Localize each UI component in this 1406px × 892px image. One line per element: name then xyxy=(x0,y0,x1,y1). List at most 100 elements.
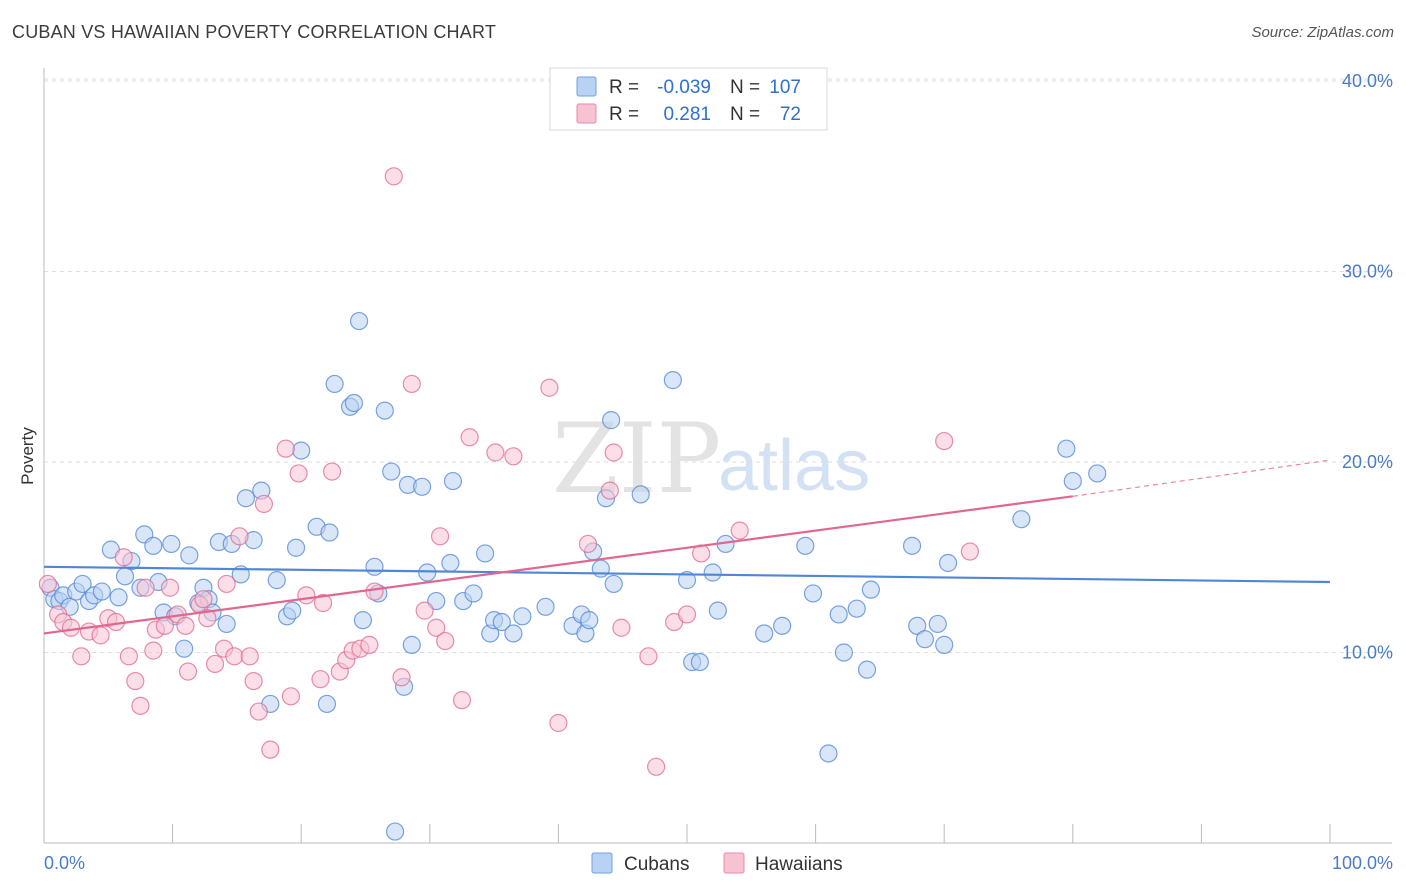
data-point-hawaiians xyxy=(322,462,342,481)
series-cubans xyxy=(41,311,1107,841)
data-point-cubans xyxy=(475,544,495,563)
data-point-cubans xyxy=(677,571,697,590)
data-point-hawaiians xyxy=(240,647,259,666)
data-point-cubans xyxy=(236,489,256,508)
data-point-hawaiians xyxy=(281,687,301,706)
data-point-cubans xyxy=(1057,439,1076,458)
legend-n-label-hawaiians: N = xyxy=(730,104,760,125)
data-point-cubans xyxy=(819,744,838,763)
series-points xyxy=(38,167,1107,841)
legend-r-value-cubans: -0.039 xyxy=(657,77,711,98)
data-point-hawaiians xyxy=(311,670,330,689)
bottom-legend-swatch-hawaiians xyxy=(723,852,745,874)
data-point-hawaiians xyxy=(178,662,198,681)
data-point-hawaiians xyxy=(225,647,244,666)
data-point-cubans xyxy=(353,611,373,630)
data-point-cubans xyxy=(513,607,532,626)
data-point-hawaiians xyxy=(38,574,57,594)
data-point-hawaiians xyxy=(131,696,150,715)
legend-bottom: Cubans Hawaiians xyxy=(591,852,843,875)
data-point-cubans xyxy=(938,553,958,573)
data-point-cubans xyxy=(162,534,181,554)
series-hawaiians xyxy=(38,167,980,776)
data-point-cubans xyxy=(412,477,432,496)
data-point-cubans xyxy=(663,371,682,390)
data-point-cubans xyxy=(317,694,337,714)
data-point-cubans xyxy=(1063,471,1082,491)
y-tick-label: 10.0% xyxy=(1342,643,1393,663)
data-point-cubans xyxy=(834,643,853,662)
chart-title: CUBAN VS HAWAIIAN POVERTY CORRELATION CH… xyxy=(12,22,497,42)
data-point-cubans xyxy=(402,635,421,654)
data-point-cubans xyxy=(375,401,394,420)
data-point-cubans xyxy=(92,582,111,601)
data-point-hawaiians xyxy=(460,428,479,447)
data-point-cubans xyxy=(267,571,286,590)
data-point-hawaiians xyxy=(254,494,274,514)
axes xyxy=(43,68,1392,844)
data-point-cubans xyxy=(1088,464,1107,483)
data-point-hawaiians xyxy=(289,464,308,483)
data-point-cubans xyxy=(283,601,302,620)
data-point-cubans xyxy=(857,660,877,679)
data-point-hawaiians xyxy=(136,578,155,597)
data-point-hawaiians xyxy=(297,586,316,605)
trendline-hawaiians-extension xyxy=(1072,459,1331,497)
data-point-hawaiians xyxy=(360,635,379,654)
data-point-cubans xyxy=(349,311,369,331)
data-point-cubans xyxy=(217,614,236,634)
data-point-hawaiians xyxy=(119,647,138,666)
legend-r-label-cubans: R = xyxy=(609,77,639,98)
chart-source: Source: ZipAtlas.com xyxy=(1251,24,1394,41)
legend-n-value-hawaiians: 72 xyxy=(780,104,801,125)
data-point-hawaiians xyxy=(392,668,411,687)
data-point-cubans xyxy=(144,536,163,555)
data-point-hawaiians xyxy=(217,574,236,594)
data-point-cubans xyxy=(292,441,311,460)
data-point-cubans xyxy=(928,614,947,634)
data-point-hawaiians xyxy=(230,527,249,546)
data-point-cubans xyxy=(325,374,344,394)
data-point-cubans xyxy=(504,624,523,643)
data-point-cubans xyxy=(73,574,92,594)
bottom-legend-label-hawaiians: Hawaiians xyxy=(755,854,843,875)
data-point-cubans xyxy=(443,471,463,491)
data-point-cubans xyxy=(320,523,339,542)
data-point-hawaiians xyxy=(114,548,133,567)
data-point-cubans xyxy=(115,567,135,586)
data-point-cubans xyxy=(902,536,922,555)
data-point-hawaiians xyxy=(578,534,598,554)
data-point-cubans xyxy=(464,584,483,603)
data-point-cubans xyxy=(382,462,401,481)
data-point-cubans xyxy=(175,639,194,658)
data-point-hawaiians xyxy=(935,431,954,451)
data-point-hawaiians xyxy=(261,740,280,759)
data-point-cubans xyxy=(690,652,709,672)
data-point-cubans xyxy=(631,485,650,504)
data-point-cubans xyxy=(796,536,815,555)
data-point-cubans xyxy=(441,553,460,573)
x-tick-label: 100.0% xyxy=(1332,853,1393,873)
data-point-hawaiians xyxy=(415,601,434,620)
trendline-hawaiians xyxy=(43,495,1073,635)
data-point-hawaiians xyxy=(365,582,384,601)
bottom-legend-swatch-cubans xyxy=(591,852,613,874)
data-point-hawaiians xyxy=(604,443,623,462)
data-point-hawaiians xyxy=(647,757,666,776)
data-point-cubans xyxy=(492,612,511,632)
data-point-hawaiians xyxy=(249,702,268,721)
data-point-cubans xyxy=(915,630,935,649)
data-point-cubans xyxy=(908,616,927,635)
data-point-hawaiians xyxy=(436,631,455,651)
data-point-cubans xyxy=(602,411,621,430)
data-point-cubans xyxy=(773,616,792,635)
tick-labels: 10.0% 20.0% 30.0% 40.0% 0.0% 100.0% xyxy=(44,71,1393,873)
data-point-cubans xyxy=(580,611,599,630)
y-axis-label: Poverty xyxy=(18,427,37,485)
data-point-cubans xyxy=(829,605,848,624)
data-point-cubans xyxy=(703,563,722,582)
data-point-cubans xyxy=(591,559,610,578)
data-point-hawaiians xyxy=(205,654,225,674)
x-tick-label: 0.0% xyxy=(44,853,85,873)
